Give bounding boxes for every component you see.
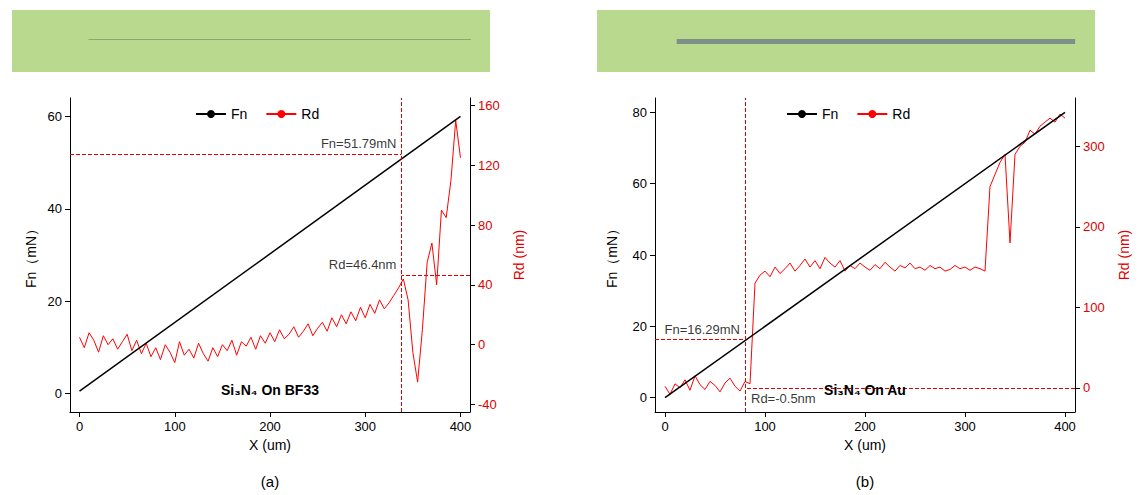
svg-text:0: 0 — [478, 337, 485, 352]
svg-text:Fn（mN）: Fn（mN） — [23, 222, 39, 288]
svg-text:Fn: Fn — [231, 106, 247, 122]
svg-text:200: 200 — [1083, 219, 1105, 234]
svg-text:Si₃N₄ On Au: Si₃N₄ On Au — [824, 382, 906, 398]
svg-text:-40: -40 — [478, 397, 497, 412]
svg-text:(a): (a) — [261, 473, 279, 490]
svg-text:100: 100 — [1083, 300, 1105, 315]
svg-text:(b): (b) — [856, 473, 874, 490]
svg-text:Rd (nm): Rd (nm) — [511, 230, 527, 281]
svg-text:Fn（mN）: Fn（mN） — [604, 222, 620, 288]
svg-text:0: 0 — [76, 419, 83, 434]
svg-text:Rd: Rd — [301, 106, 319, 122]
svg-text:Rd=-0.5nm: Rd=-0.5nm — [751, 391, 816, 406]
svg-text:100: 100 — [164, 419, 186, 434]
svg-text:0: 0 — [661, 419, 668, 434]
svg-text:Fn=51.79mN: Fn=51.79mN — [321, 136, 397, 151]
svg-text:300: 300 — [954, 419, 976, 434]
svg-text:20: 20 — [48, 294, 62, 309]
svg-text:Si₃N₄ On BF33: Si₃N₄ On BF33 — [221, 382, 319, 398]
svg-text:0: 0 — [55, 386, 62, 401]
svg-text:Rd (nm): Rd (nm) — [1116, 230, 1132, 281]
svg-text:400: 400 — [1054, 419, 1076, 434]
svg-text:200: 200 — [259, 419, 281, 434]
svg-text:400: 400 — [450, 419, 472, 434]
svg-text:0: 0 — [1083, 380, 1090, 395]
svg-text:X (um): X (um) — [844, 437, 886, 453]
svg-text:120: 120 — [478, 158, 500, 173]
svg-text:40: 40 — [48, 201, 62, 216]
svg-text:80: 80 — [633, 105, 647, 120]
svg-text:300: 300 — [354, 419, 376, 434]
svg-text:40: 40 — [633, 248, 647, 263]
svg-text:200: 200 — [854, 419, 876, 434]
svg-text:300: 300 — [1083, 139, 1105, 154]
svg-text:Rd: Rd — [892, 106, 910, 122]
svg-text:160: 160 — [478, 98, 500, 113]
svg-text:0: 0 — [640, 390, 647, 405]
svg-text:100: 100 — [754, 419, 776, 434]
svg-text:20: 20 — [633, 319, 647, 334]
svg-text:Fn: Fn — [822, 106, 838, 122]
svg-text:60: 60 — [633, 176, 647, 191]
svg-text:X (um): X (um) — [249, 437, 291, 453]
svg-text:60: 60 — [48, 109, 62, 124]
svg-text:40: 40 — [478, 277, 492, 292]
svg-text:80: 80 — [478, 218, 492, 233]
svg-text:Rd=46.4nm: Rd=46.4nm — [329, 257, 397, 272]
svg-text:Fn=16.29mN: Fn=16.29mN — [664, 322, 740, 337]
